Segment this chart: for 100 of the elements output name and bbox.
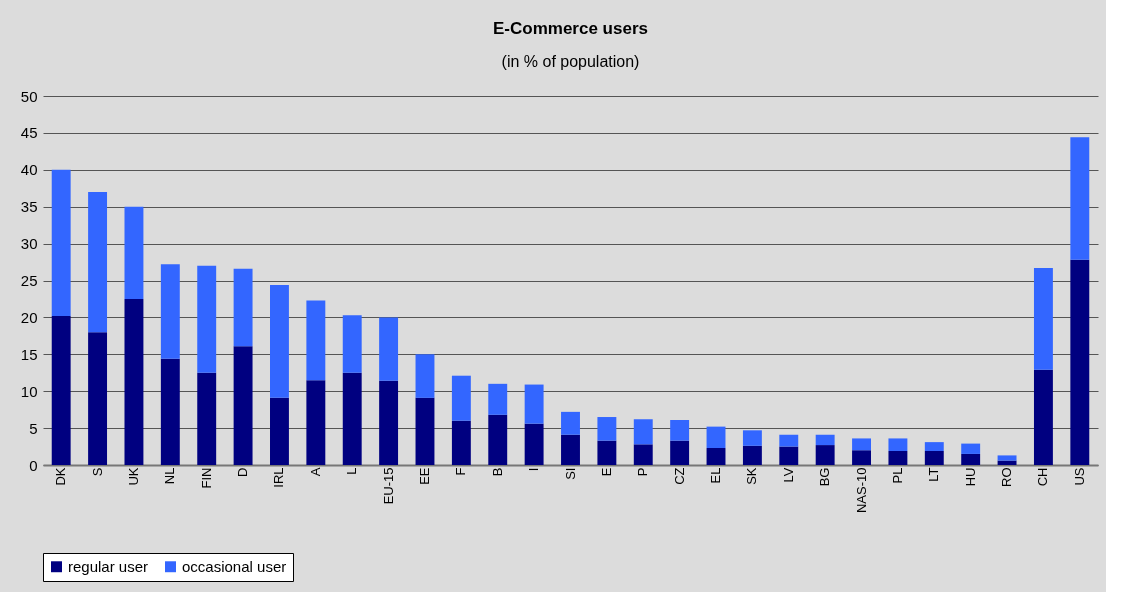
bar	[51, 169, 71, 316]
y-tick-label: 25	[20, 272, 38, 289]
y-tick-label: 50	[20, 87, 38, 105]
bar	[51, 315, 71, 465]
bar	[779, 446, 799, 465]
bar	[488, 414, 508, 465]
bar	[270, 397, 289, 465]
x-tick-label: LT	[926, 467, 942, 482]
bar	[451, 375, 471, 421]
bar	[961, 453, 981, 465]
legend-label: occasional user	[182, 557, 287, 575]
bar	[415, 354, 435, 398]
x-tick-label: NL	[162, 467, 178, 485]
bar	[306, 380, 326, 465]
bar	[124, 206, 144, 299]
x-tick-label: NAS-10	[853, 467, 869, 514]
bar	[488, 383, 508, 415]
y-tick-label: 40	[20, 161, 38, 179]
y-tick-label: 35	[20, 198, 38, 216]
bar	[124, 298, 144, 465]
bar	[1070, 137, 1090, 260]
bar	[924, 442, 944, 451]
y-tick-label: 45	[20, 124, 38, 142]
x-tick-label: UK	[125, 467, 141, 486]
bar	[379, 317, 399, 381]
bar	[233, 268, 253, 347]
x-tick-label: FIN	[198, 467, 214, 489]
x-tick-label: S	[89, 467, 105, 477]
y-tick-label: 0	[29, 456, 38, 474]
bar	[742, 445, 762, 465]
bar	[88, 332, 108, 465]
x-tick-label: SK	[744, 467, 760, 485]
x-tick-label: EL	[708, 467, 724, 484]
y-tick-label: 20	[20, 308, 38, 326]
x-tick-label: BG	[817, 467, 833, 487]
x-tick-label: US	[1071, 467, 1087, 486]
bar	[379, 380, 399, 465]
y-tick-label: 10	[20, 382, 38, 400]
y-tick-label: 5	[29, 419, 38, 437]
bar	[633, 419, 653, 445]
x-tick-label: B	[489, 467, 505, 477]
x-tick-label: PL	[889, 467, 905, 484]
bar	[815, 434, 835, 446]
bar	[670, 419, 690, 441]
bar	[633, 444, 653, 465]
bar	[597, 440, 617, 465]
legend-label: regular user	[68, 557, 149, 575]
x-tick-label: D	[235, 467, 251, 477]
bar	[524, 384, 544, 424]
bar	[270, 284, 289, 398]
x-tick-label: I	[526, 467, 542, 472]
x-tick-label: SI	[562, 467, 578, 480]
x-tick-label: EU-15	[380, 467, 396, 505]
bar	[815, 445, 835, 465]
bar	[779, 434, 799, 447]
bar	[888, 438, 908, 451]
x-tick-label: F	[453, 467, 469, 476]
bar	[706, 426, 726, 449]
bar	[451, 420, 471, 465]
bar	[852, 438, 871, 451]
bar	[88, 191, 108, 333]
x-tick-label: DK	[53, 467, 69, 486]
bar	[561, 434, 580, 465]
bar	[160, 358, 180, 465]
chart-title: E-Commerce users	[493, 19, 648, 38]
x-tick-label: RO	[999, 467, 1015, 487]
bar	[342, 372, 362, 465]
x-tick-label: HU	[962, 467, 978, 487]
bar	[961, 443, 981, 454]
bar	[852, 450, 871, 465]
bar	[415, 397, 435, 465]
bar	[561, 411, 580, 435]
y-tick-label: 15	[20, 345, 38, 363]
x-tick-label: P	[635, 467, 651, 477]
bar	[997, 460, 1017, 465]
bar	[197, 372, 217, 465]
x-tick-label: A	[307, 467, 323, 477]
bar	[597, 417, 617, 441]
x-tick-label: IRL	[271, 467, 287, 488]
bar	[888, 450, 908, 465]
bar	[524, 423, 544, 465]
x-tick-label: E	[598, 467, 614, 477]
x-tick-label: CZ	[671, 467, 687, 485]
bar	[197, 265, 217, 373]
bar	[706, 448, 726, 465]
bar	[160, 264, 180, 359]
x-tick-label: L	[344, 467, 360, 475]
x-tick-label: EE	[416, 467, 432, 485]
bar	[233, 346, 253, 465]
x-tick-label: LV	[780, 467, 796, 483]
bar	[1070, 259, 1090, 465]
bar	[342, 315, 362, 373]
y-tick-label: 30	[20, 235, 38, 253]
bar	[924, 450, 944, 465]
bar	[742, 430, 762, 446]
chart-subtitle: (in % of population)	[501, 53, 640, 70]
x-tick-label: CH	[1035, 467, 1051, 487]
bar	[306, 300, 326, 381]
bar	[997, 455, 1017, 461]
bar	[1033, 369, 1053, 465]
